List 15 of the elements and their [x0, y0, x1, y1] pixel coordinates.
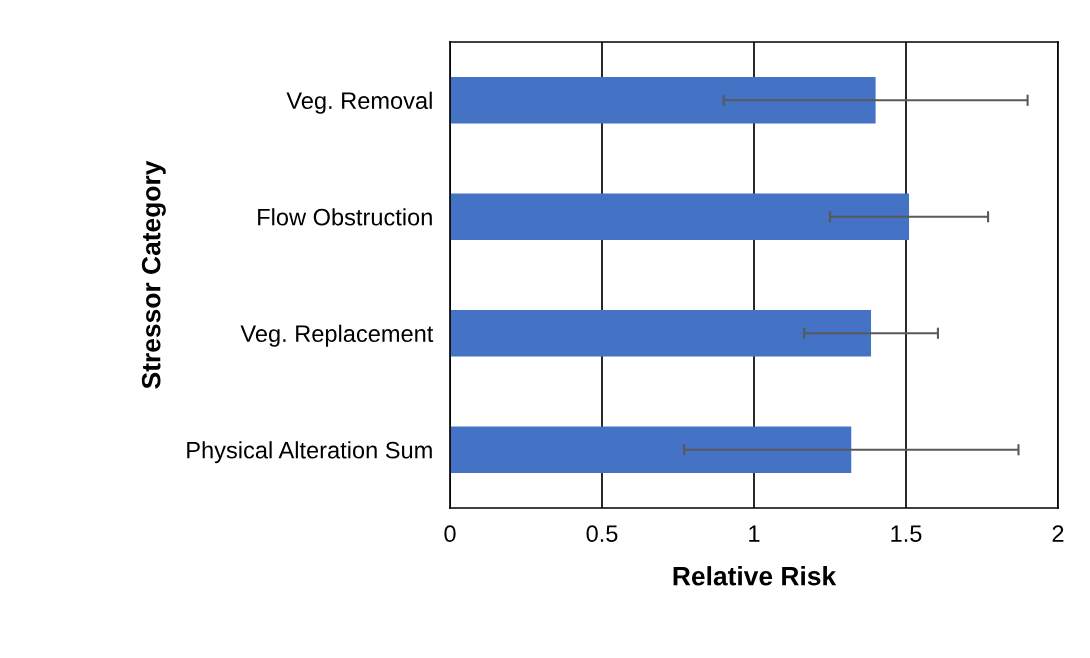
y-tick-label: Flow Obstruction	[258, 208, 432, 226]
x-tick-label: 2	[1052, 525, 1064, 542]
x-tick-label: 1	[749, 525, 760, 542]
x-tick-label: 0.5	[586, 525, 618, 543]
y-tick-label: Physical Alteration Sum	[187, 441, 432, 464]
x-axis-title: Relative Risk	[673, 566, 837, 586]
y-tick-label: Veg. Replacement	[240, 324, 434, 347]
bar	[450, 193, 910, 241]
bar	[450, 426, 852, 474]
x-tick-label: 1.5	[891, 525, 922, 543]
y-tick-label: Veg. Removal	[286, 91, 432, 114]
y-axis-title: Stressor Category	[141, 160, 166, 389]
bar	[450, 309, 872, 357]
x-tick-label: 0	[444, 525, 456, 543]
bar	[450, 76, 876, 124]
